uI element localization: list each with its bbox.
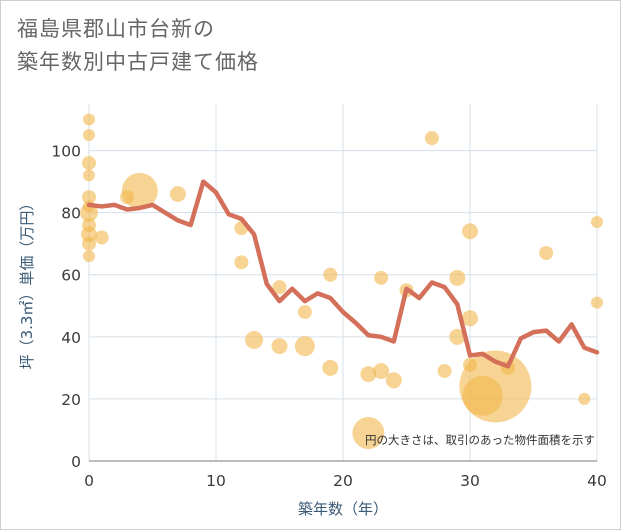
data-bubble (83, 169, 95, 182)
data-bubble (352, 417, 385, 450)
y-tick-label: 40 (61, 329, 81, 347)
data-bubble (272, 280, 287, 295)
data-bubble (297, 304, 312, 319)
data-bubble (234, 255, 249, 270)
x-tick-label: 10 (206, 472, 226, 490)
x-tick-label: 0 (84, 472, 94, 490)
average-line-layer (86, 179, 600, 369)
chart-title: 福島県郡山市台新の 築年数別中古戸建て価格 (17, 13, 259, 79)
data-bubble (83, 250, 95, 263)
data-bubble (82, 236, 96, 251)
data-bubble (169, 186, 186, 203)
data-bubble (449, 269, 466, 286)
data-bubble (94, 230, 109, 245)
data-bubble (323, 267, 338, 282)
y-tick-label: 100 (51, 143, 81, 161)
data-bubble (539, 246, 554, 261)
data-bubble (322, 359, 339, 376)
data-bubble (82, 155, 96, 170)
data-bubble (373, 362, 390, 379)
data-bubble (437, 363, 452, 378)
data-bubble (424, 131, 439, 146)
data-bubble (449, 328, 466, 345)
y-tick-label: 80 (61, 205, 81, 223)
y-tick-label: 60 (61, 267, 81, 285)
data-bubble (374, 270, 389, 285)
data-bubble (462, 310, 478, 327)
data-bubble (294, 336, 315, 357)
average-price-line (86, 179, 600, 369)
x-axis-label: 築年数（年） (298, 500, 388, 518)
x-tick-label: 40 (587, 472, 607, 490)
data-bubble (462, 223, 478, 240)
data-bubble (591, 296, 603, 309)
data-bubble (82, 190, 96, 205)
y-axis-label: 坪（3.3㎡）単価（万円） (18, 196, 36, 370)
data-bubble (591, 215, 603, 228)
chart-title-line-1: 福島県郡山市台新の (17, 17, 215, 41)
size-legend-note: 円の大きさは、取引のあった物件面積を示す (365, 433, 595, 447)
x-tick-label: 30 (460, 472, 480, 490)
data-bubble (360, 366, 377, 383)
chart-title-line-2: 築年数別中古戸建て価格 (17, 50, 259, 74)
tick-labels: 0 10 20 30 40 0 20 40 60 80 100 (51, 143, 606, 490)
x-tick-label: 20 (333, 472, 353, 490)
data-bubble (83, 129, 95, 142)
y-tick-label: 0 (71, 453, 81, 471)
data-bubble (83, 113, 95, 126)
data-bubble (385, 372, 402, 389)
y-tick-label: 20 (61, 391, 81, 409)
data-bubble (121, 172, 158, 209)
data-bubble (271, 338, 288, 355)
data-bubble (578, 392, 591, 405)
data-bubble (245, 330, 264, 349)
